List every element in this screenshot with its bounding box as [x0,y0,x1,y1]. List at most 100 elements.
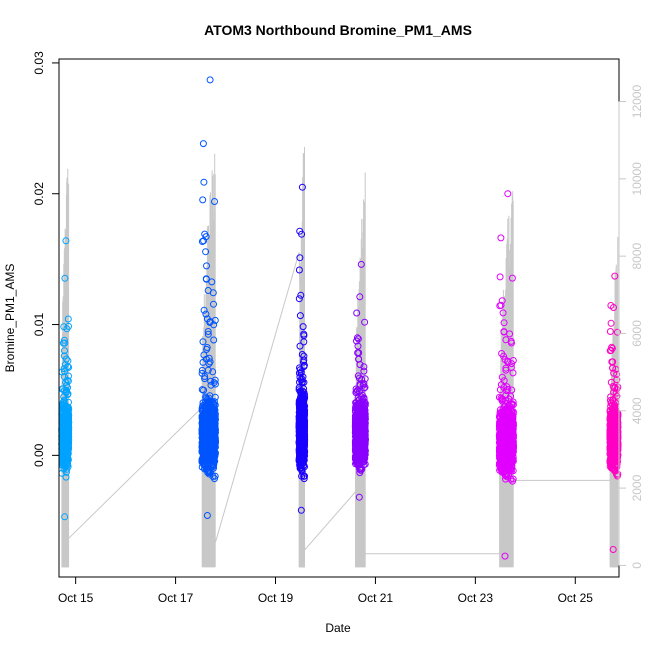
data-point [202,248,210,256]
data-point [360,446,368,454]
data-point [360,453,368,461]
data-point [211,198,218,205]
data-point [199,434,207,442]
data-point [211,380,219,388]
data-point [200,237,208,245]
data-point [64,315,72,323]
data-point [353,388,361,395]
data-point [298,183,306,191]
data-point [203,400,211,407]
data-point [62,442,70,450]
data-point [300,352,308,360]
data-point [205,470,213,478]
data-point [354,342,362,350]
data-point [300,385,307,393]
x-axis-label: Date [325,621,351,635]
data-point [200,456,207,464]
data-point [361,318,369,326]
data-point [296,378,303,386]
data-point [296,444,304,452]
data-point [502,441,510,449]
data-point [60,438,68,446]
data-point [497,301,505,309]
data-point [508,425,516,433]
data-point [199,358,207,366]
data-point [299,323,307,331]
data-point [352,407,360,415]
data-point [353,309,361,317]
data-point [353,334,361,342]
data-point [297,447,304,454]
data-point [357,260,365,268]
data-point [352,450,360,458]
data-point [354,349,362,357]
data-point [499,468,507,476]
data-point [500,377,508,385]
data-point [499,446,507,454]
data-point [202,310,210,318]
data-point [295,386,303,394]
data-point [495,422,503,430]
data-point [64,430,72,438]
data-point [202,275,210,283]
data-point [357,465,365,472]
data-point [499,309,507,317]
data-point [203,425,211,432]
data-point [498,297,506,305]
data-point [204,328,212,335]
data-point [200,386,208,394]
data-point [297,291,305,299]
data-point [356,469,364,477]
data-point [498,461,506,468]
data-point [500,319,508,327]
data-point [210,336,218,344]
data-point [360,363,368,371]
data-point [210,407,218,414]
data-point [204,438,212,446]
data-point [61,274,69,282]
data-point [508,339,515,347]
data-point [201,230,209,238]
data-point [296,227,304,235]
data-point [505,407,513,415]
data-point [497,451,505,459]
data-point [59,407,67,415]
data-point [509,357,517,364]
data-point [211,475,218,483]
data-point [199,424,207,432]
data-point [498,395,506,403]
data-point [203,410,211,418]
data-point [64,463,72,470]
data-point [500,328,508,336]
data-point [62,449,70,457]
data-point [297,506,305,514]
data-point [297,432,305,440]
data-point [199,196,207,204]
data-point [204,330,212,338]
data-point [61,513,69,521]
data-point [204,287,212,294]
data-point [64,407,72,415]
data-point [206,434,214,442]
data-point [608,344,616,352]
data-point [504,190,512,198]
chart-title: ATOM3 Northbound Bromine_PM1_AMS [204,22,472,38]
data-point [505,454,512,462]
data-point [607,319,615,327]
flight-series [198,76,219,519]
data-point [62,419,70,426]
data-point [206,318,214,326]
data-point [501,552,509,560]
data-point [199,338,207,346]
data-point [500,352,507,360]
data-point [507,475,515,483]
data-point [356,293,364,301]
data-point [64,377,72,385]
data-point [357,425,365,433]
data-point [508,386,516,394]
data-point [295,266,303,274]
data-point [203,446,211,454]
data-point [200,306,208,314]
data-point [502,406,510,414]
data-point [361,383,369,391]
